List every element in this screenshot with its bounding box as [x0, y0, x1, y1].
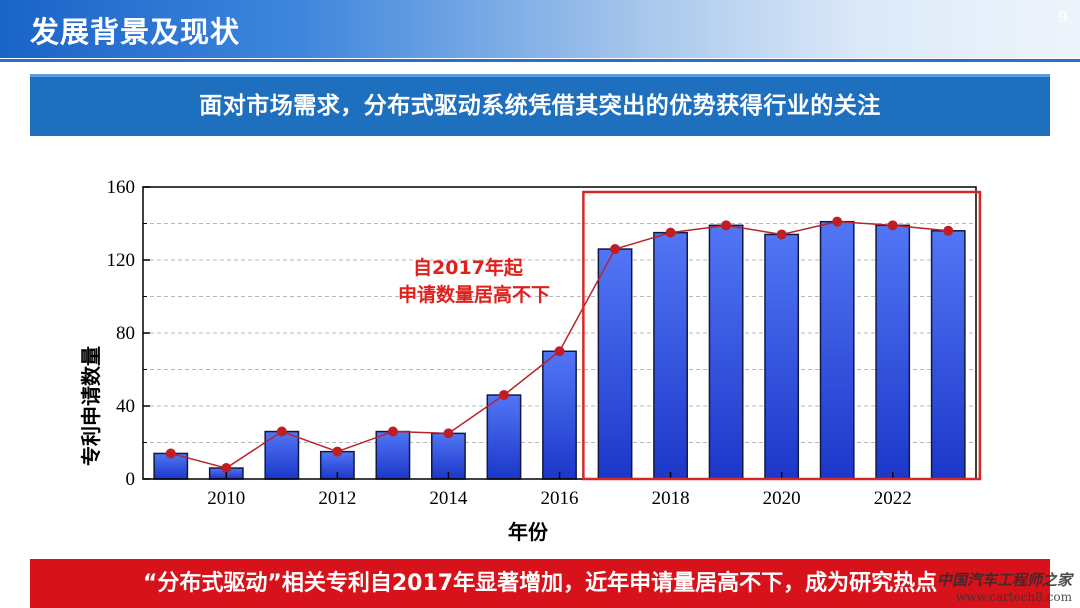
header-divider — [0, 59, 1080, 62]
bar-2023 — [930, 230, 966, 480]
page-number: 9 — [1057, 8, 1068, 26]
page-title: 发展背景及现状 — [30, 15, 241, 49]
trend-line-series — [165, 216, 954, 474]
bar-2016 — [542, 350, 577, 480]
x-tick-label: 2016 — [541, 488, 579, 509]
point-2021 — [832, 216, 843, 227]
annotation-line-1: 自2017年起 — [413, 256, 524, 279]
headline-text: 面对市场需求，分布式驱动系统凭借其突出的优势获得行业的关注 — [199, 93, 881, 119]
x-tick-label: 2018 — [652, 488, 690, 509]
y-axis-title: 专利申请数量 — [79, 346, 103, 466]
highlight-box-2017-2023 — [582, 190, 982, 481]
x-tick-label: 2014 — [429, 488, 468, 509]
bar-2019 — [708, 224, 744, 480]
bar-2011 — [264, 430, 300, 480]
conclusion-text: “分布式驱动”相关专利自2017年显著增加，近年申请量居高不下，成为研究热点 — [142, 571, 938, 596]
x-tick-label: 2010 — [207, 488, 245, 509]
y-tick-label: 160 — [107, 177, 136, 198]
point-2017 — [610, 244, 621, 255]
x-tick-label: 2020 — [763, 488, 801, 509]
conclusion-banner: “分布式驱动”相关专利自2017年显著增加，近年申请量居高不下，成为研究热点 — [30, 559, 1050, 608]
y-tick-label: 120 — [107, 250, 136, 271]
bar-2015 — [486, 394, 522, 480]
header-bar: 发展背景及现状 9 — [0, 0, 1080, 58]
point-2019 — [721, 220, 732, 231]
point-2016 — [554, 346, 565, 357]
headline-banner: 面对市场需求，分布式驱动系统凭借其突出的优势获得行业的关注 — [30, 74, 1050, 136]
bar-2022 — [875, 224, 911, 480]
annotation-line-2: 申请数量居高不下 — [398, 283, 550, 306]
point-2012 — [332, 446, 343, 457]
point-2011 — [276, 426, 287, 437]
point-2014 — [443, 428, 454, 439]
bar-2021 — [819, 220, 855, 480]
y-tick-label: 80 — [116, 323, 135, 344]
x-tick-label: 2012 — [318, 488, 356, 509]
y-tick-label: 0 — [126, 469, 136, 490]
tick-labels: 0 40 80 120 160 2010 2012 2014 2016 2018 2020 2022 — [107, 177, 912, 509]
bar-2014 — [431, 432, 466, 480]
watermark-title: 中国汽车工程师之家 — [936, 571, 1072, 589]
watermark-logo: 中国汽车工程师之家 www.cartech8.com — [937, 569, 1072, 604]
y-tick-label: 40 — [116, 396, 135, 417]
point-2018 — [665, 227, 676, 238]
point-2015 — [498, 390, 509, 401]
point-2013 — [387, 426, 398, 437]
bar-2018 — [653, 231, 688, 480]
watermark-url: www.cartech8.com — [956, 590, 1072, 604]
bar-2013 — [375, 430, 411, 480]
point-2020 — [776, 229, 787, 240]
point-2022 — [887, 220, 898, 231]
x-axis-title: 年份 — [508, 520, 549, 544]
bar-series — [153, 220, 966, 480]
bar-2020 — [764, 233, 800, 480]
point-2009 — [165, 448, 176, 459]
point-2010 — [221, 463, 232, 474]
x-tick-label: 2022 — [874, 488, 912, 509]
bar-2017 — [597, 248, 633, 480]
point-2023 — [943, 225, 954, 236]
